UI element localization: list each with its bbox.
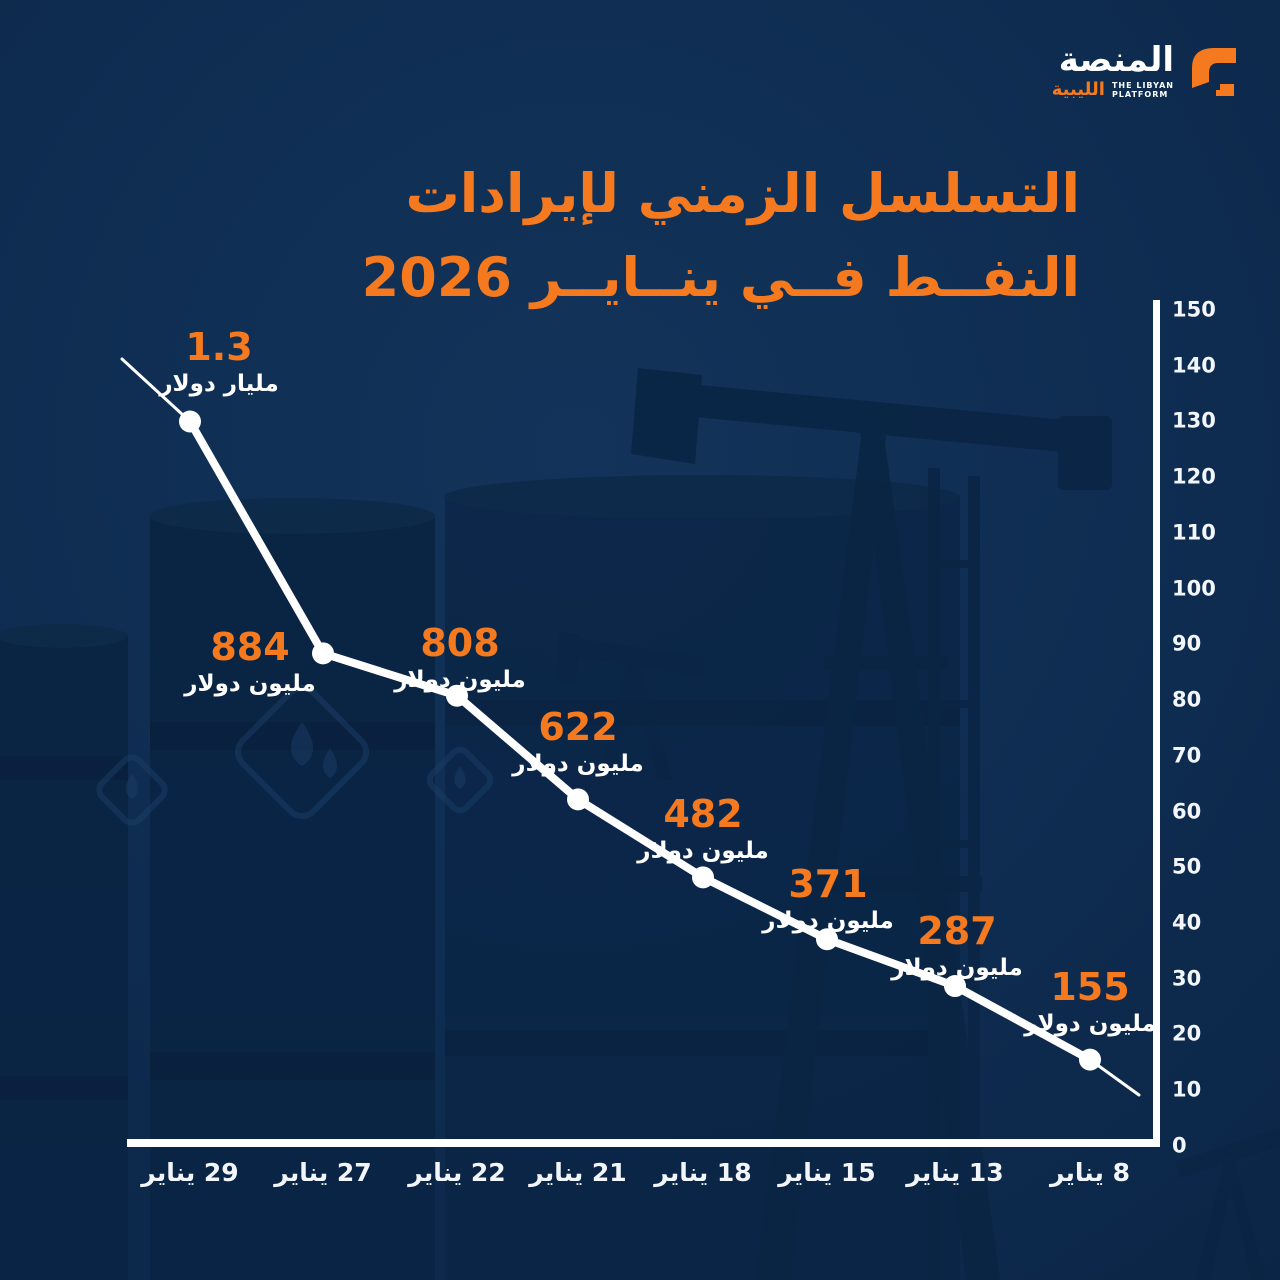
y-tick-label: 10 <box>1172 1077 1202 1102</box>
value-number: 155 <box>1050 965 1130 1009</box>
data-point-4 <box>692 866 714 889</box>
data-point-1 <box>312 642 334 665</box>
data-point-5 <box>816 928 838 951</box>
libyan-platform-logo: المنصة الليبية THE LIBYAN PLATFORM <box>1052 42 1240 100</box>
x-axis-label: 29 يناير <box>141 1158 239 1187</box>
y-axis-line <box>1153 300 1160 1147</box>
value-unit: مليون دولار <box>512 751 644 777</box>
logo-name-arabic: المنصة <box>1058 39 1174 80</box>
logo-tagline: THE LIBYAN PLATFORM <box>1112 81 1174 99</box>
data-point-0 <box>179 410 201 433</box>
logo-mark-icon <box>1192 48 1236 96</box>
y-tick-label: 40 <box>1172 910 1202 935</box>
y-tick-label: 150 <box>1172 297 1216 322</box>
value-number: 482 <box>663 792 743 836</box>
y-tick-label: 20 <box>1172 1021 1202 1046</box>
data-point-2 <box>446 684 468 707</box>
x-axis-line <box>127 1139 1160 1147</box>
page-title: التسلسل الزمني لإيرادات النفــط فــي ينـ… <box>361 152 1081 319</box>
y-tick-label: 110 <box>1172 520 1216 545</box>
y-tick-label: 50 <box>1172 854 1202 879</box>
value-label-3: 622 مليون دولار <box>512 708 644 776</box>
value-label-5: 371 مليون دولار <box>762 865 894 933</box>
data-point-3 <box>567 788 589 811</box>
value-label-0: 1.3 مليار دولار <box>159 328 278 396</box>
y-tick-label: 0 <box>1172 1133 1187 1158</box>
y-tick-label: 100 <box>1172 576 1216 601</box>
x-axis-label: 21 يناير <box>529 1158 627 1187</box>
value-unit: مليون دولار <box>637 838 769 864</box>
logo-text: المنصة الليبية THE LIBYAN PLATFORM <box>1052 43 1174 99</box>
value-unit: مليون دولار <box>184 671 316 697</box>
value-number: 1.3 <box>185 325 253 369</box>
logo-tagline-line2: PLATFORM <box>1111 90 1169 99</box>
title-line1: التسلسل الزمني لإيرادات <box>405 162 1081 225</box>
x-axis-label: 8 يناير <box>1049 1158 1131 1187</box>
line-start-taper <box>120 357 192 424</box>
oil-drop-badge-icon <box>96 684 494 826</box>
value-unit: مليون دولار <box>762 908 894 934</box>
value-number: 371 <box>788 862 868 906</box>
y-tick-label: 120 <box>1172 464 1216 489</box>
y-tick-label: 70 <box>1172 743 1202 768</box>
value-label-2: 808 مليون دولار <box>394 624 526 692</box>
title-line2: النفــط فــي ينــايــر 2026 <box>361 245 1081 309</box>
logo-region-arabic: الليبية <box>1051 79 1105 101</box>
pumpjack-silhouette <box>556 368 1280 1280</box>
value-number: 808 <box>420 621 500 665</box>
y-tick-label: 90 <box>1172 631 1202 656</box>
y-tick-label: 140 <box>1172 353 1216 378</box>
value-unit: مليون دولار <box>891 955 1023 981</box>
x-axis-label: 27 يناير <box>274 1158 372 1187</box>
value-unit: مليون دولار <box>1024 1011 1156 1037</box>
y-tick-label: 80 <box>1172 687 1202 712</box>
value-unit: مليون دولار <box>394 667 526 693</box>
logo-tagline-line1: THE LIBYAN <box>1111 80 1174 90</box>
value-label-1: 884 مليون دولار <box>184 628 316 696</box>
data-point-6 <box>944 975 966 998</box>
value-number: 622 <box>538 705 618 749</box>
value-label-6: 287 مليون دولار <box>891 912 1023 980</box>
x-axis-label: 15 يناير <box>778 1158 876 1187</box>
x-axis-label: 22 يناير <box>408 1158 506 1187</box>
revenue-line <box>186 417 1094 1064</box>
x-axis-label: 13 يناير <box>906 1158 1004 1187</box>
x-axis-label: 18 يناير <box>654 1158 752 1187</box>
value-unit: مليار دولار <box>159 371 279 397</box>
y-tick-label: 60 <box>1172 799 1202 824</box>
value-label-7: 155 مليون دولار <box>1024 968 1156 1036</box>
y-tick-label: 30 <box>1172 966 1202 991</box>
y-tick-label: 130 <box>1172 408 1216 433</box>
value-number: 287 <box>917 909 997 953</box>
value-label-4: 482 مليون دولار <box>637 795 769 863</box>
value-number: 884 <box>210 625 290 669</box>
data-point-7 <box>1079 1048 1101 1071</box>
